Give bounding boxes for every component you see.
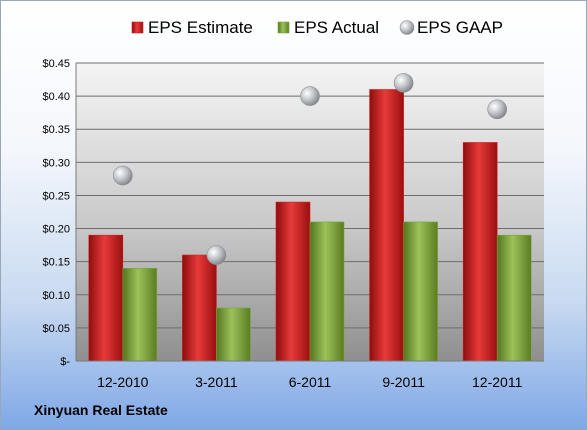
y-tick-label: $- — [60, 356, 70, 368]
bar-eps-actual-3-2011 — [216, 307, 251, 362]
x-tick-label: 9-2011 — [382, 374, 425, 390]
legend: EPS Estimate EPS Actual EPS GAAP — [131, 18, 503, 37]
bar-eps-estimate-6-2011 — [275, 201, 311, 362]
marker-eps-gaap-12-2010 — [113, 165, 133, 186]
y-tick-label: $0.35 — [42, 124, 70, 136]
bar-series — [88, 89, 532, 362]
company-name: Xinyuan Real Estate — [34, 402, 168, 418]
x-tick-label: 6-2011 — [289, 374, 332, 390]
bar-eps-estimate-9-2011 — [369, 89, 404, 362]
x-tick-label: 3-2011 — [195, 374, 238, 390]
y-tick-label: $0.15 — [42, 257, 70, 269]
bar-eps-estimate-3-2011 — [182, 254, 217, 362]
legend-swatch-eps-actual — [277, 21, 290, 34]
legend-label-eps-gaap: EPS GAAP — [417, 18, 503, 37]
x-tick-label: 12-2010 — [97, 374, 149, 390]
legend-swatch-eps-gaap — [399, 20, 415, 35]
legend-label-eps-estimate: EPS Estimate — [148, 18, 253, 37]
x-tick-label: 12-2011 — [472, 374, 523, 390]
bar-eps-actual-12-2010 — [122, 267, 158, 362]
legend-label-eps-actual: EPS Actual — [294, 18, 379, 37]
marker-eps-gaap-12-2011 — [487, 99, 508, 120]
y-tick-label: $0.40 — [42, 91, 70, 103]
axes: $- $0.05 $0.10 $0.15 $0.20 $0.25 $0.30 $0.35 $0.… — [42, 58, 544, 390]
y-tick-label: $0.30 — [42, 157, 70, 169]
marker-eps-gaap-6-2011 — [300, 86, 320, 106]
y-tick-label: $0.25 — [42, 190, 70, 202]
y-tick-label: $0.45 — [42, 58, 70, 70]
bar-eps-actual-12-2011 — [496, 234, 532, 362]
bar-eps-estimate-12-2010 — [88, 234, 124, 362]
y-tick-label: $0.10 — [42, 290, 70, 302]
bar-eps-estimate-12-2011 — [462, 142, 498, 362]
gaap-markers — [113, 73, 508, 265]
y-tick-label: $0.05 — [42, 323, 70, 335]
y-tick-label: $0.20 — [42, 224, 70, 236]
marker-eps-gaap-3-2011 — [206, 245, 227, 265]
legend-swatch-eps-estimate — [131, 21, 144, 34]
bar-eps-actual-9-2011 — [403, 221, 438, 362]
bar-eps-actual-6-2011 — [309, 221, 345, 362]
marker-eps-gaap-9-2011 — [393, 73, 414, 93]
